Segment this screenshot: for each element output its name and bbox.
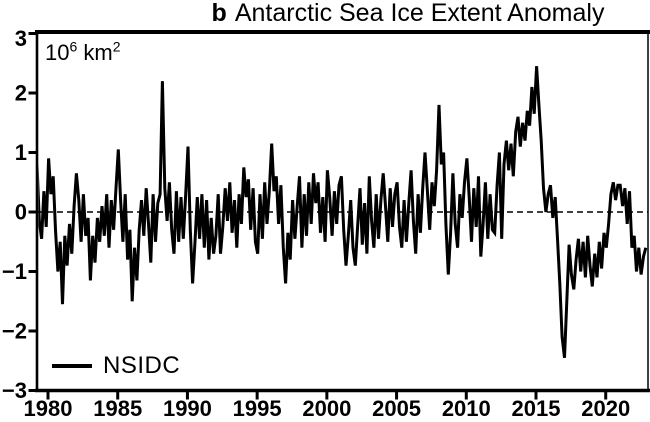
y-tick-label: −2 [2, 319, 27, 344]
x-tick-label: 2010 [442, 396, 491, 421]
unit-exponent-2: 2 [112, 38, 121, 55]
y-tick-label: −3 [2, 378, 27, 403]
y-tick-label: 2 [15, 81, 27, 106]
unit-base: 10 [45, 40, 70, 65]
y-tick-label: 1 [15, 140, 27, 165]
y-tick-label: 0 [15, 200, 27, 225]
x-tick-label: 1980 [24, 396, 73, 421]
x-tick-label: 2020 [581, 396, 630, 421]
x-tick-label: 1995 [233, 396, 282, 421]
panel-label: b [211, 0, 227, 27]
x-tick-label: 2000 [302, 396, 351, 421]
title-text: Antarctic Sea Ice Extent Anomaly [234, 0, 605, 27]
legend: NSIDC [52, 352, 180, 380]
legend-line-sample [52, 364, 92, 368]
x-tick-label: 1990 [163, 396, 212, 421]
series-nsidc-line [38, 66, 648, 358]
y-tick-label: −1 [2, 259, 27, 284]
legend-label: NSIDC [103, 352, 181, 379]
unit-exponent: 6 [69, 38, 78, 55]
unit-base-2: km [77, 40, 113, 65]
x-tick-label: 2015 [512, 396, 561, 421]
chart-title: b Antarctic Sea Ice Extent Anomaly [166, 0, 650, 28]
y-tick-label: 3 [15, 26, 27, 51]
x-tick-label: 2005 [372, 396, 421, 421]
y-axis-unit-label: 106 km2 [45, 40, 121, 66]
x-tick-label: 1985 [93, 396, 142, 421]
